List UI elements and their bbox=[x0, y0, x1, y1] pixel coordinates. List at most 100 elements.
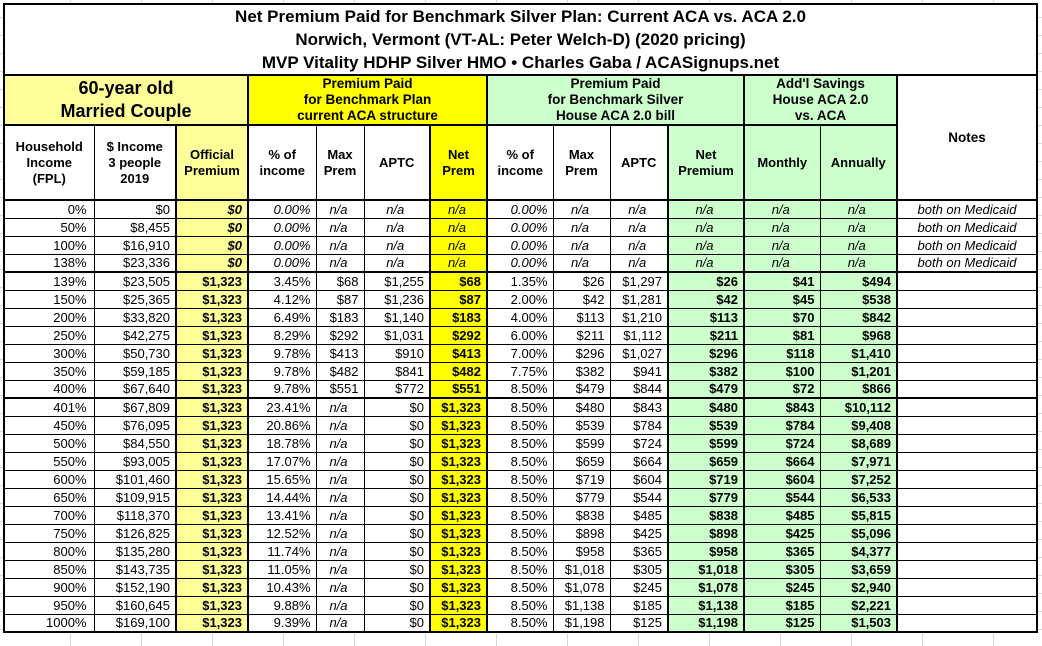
cell-aca2-net-premium: n/a bbox=[667, 217, 745, 237]
cell-savings-monthly: $45 bbox=[743, 289, 821, 309]
cell-aca2-pct-of-income: 1.35% bbox=[486, 271, 554, 291]
cell-aca2-max-prem: $719 bbox=[552, 469, 611, 489]
cell-income: $101,460 bbox=[93, 469, 177, 489]
cell-aca-net-prem: $551 bbox=[429, 379, 488, 399]
cell-aca-net-prem: $1,323 bbox=[429, 577, 488, 597]
cell-aca-max-prem: n/a bbox=[315, 451, 365, 471]
cell-income: $126,825 bbox=[93, 523, 177, 543]
cell-aca2-net-premium: $479 bbox=[667, 379, 745, 399]
cell-savings-monthly: n/a bbox=[743, 235, 821, 255]
cell-notes bbox=[896, 433, 1038, 453]
cell-fpl-percent: 138% bbox=[3, 253, 95, 273]
cell-savings-monthly: n/a bbox=[743, 253, 821, 273]
group-header-demographic: 60-year old Married Couple bbox=[3, 74, 249, 126]
cell-income: $23,505 bbox=[93, 271, 177, 291]
cell-savings-monthly: $72 bbox=[743, 379, 821, 399]
cell-income: $118,370 bbox=[93, 505, 177, 525]
cell-aca2-max-prem: $480 bbox=[552, 397, 611, 417]
cell-aca2-pct-of-income: 8.50% bbox=[486, 487, 554, 507]
cell-aca2-max-prem: $958 bbox=[552, 541, 611, 561]
cell-aca2-pct-of-income: 0.00% bbox=[486, 199, 554, 219]
cell-aca-pct-of-income: 0.00% bbox=[247, 199, 317, 219]
cell-aca2-aptc: $365 bbox=[609, 541, 669, 561]
table-row: 550% $93,005 $1,323 17.07% n/a $0 $1,323 8.50% $… bbox=[3, 451, 1038, 471]
cell-aca-aptc: $0 bbox=[363, 541, 431, 561]
cell-aca-aptc: $1,255 bbox=[363, 271, 431, 291]
cell-aca2-net-premium: $1,198 bbox=[667, 613, 745, 633]
cell-aca2-max-prem: $539 bbox=[552, 415, 611, 435]
cell-notes bbox=[896, 595, 1038, 615]
cell-aca-max-prem: n/a bbox=[315, 505, 365, 525]
cell-aca-max-prem: n/a bbox=[315, 541, 365, 561]
cell-savings-annually: $3,659 bbox=[819, 559, 898, 579]
cell-aca-aptc: $0 bbox=[363, 613, 431, 633]
cell-aca-max-prem: n/a bbox=[315, 595, 365, 615]
cell-aca-max-prem: n/a bbox=[315, 217, 365, 237]
cell-aca-pct-of-income: 23.41% bbox=[247, 397, 317, 417]
cell-aca2-max-prem: n/a bbox=[552, 199, 611, 219]
cell-aca-pct-of-income: 4.12% bbox=[247, 289, 317, 309]
cell-aca2-pct-of-income: 8.50% bbox=[486, 613, 554, 633]
cell-savings-annually: $866 bbox=[819, 379, 898, 399]
cell-aca2-net-premium: $958 bbox=[667, 541, 745, 561]
cell-income: $109,915 bbox=[93, 487, 177, 507]
cell-aca-net-prem: $1,323 bbox=[429, 559, 488, 579]
cell-aca-aptc: $0 bbox=[363, 487, 431, 507]
table-row: 600% $101,460 $1,323 15.65% n/a $0 $1,323 8.50%… bbox=[3, 469, 1038, 489]
column-header-row: Household Income (FPL) $ Income 3 people… bbox=[3, 124, 1037, 201]
table-row: 750% $126,825 $1,323 12.52% n/a $0 $1,323 8.50%… bbox=[3, 523, 1038, 543]
cell-notes bbox=[896, 361, 1038, 381]
cell-aca-net-prem: $1,323 bbox=[429, 433, 488, 453]
cell-aca-max-prem: n/a bbox=[315, 613, 365, 633]
cell-notes bbox=[896, 487, 1038, 507]
cell-aca-max-prem: n/a bbox=[315, 433, 365, 453]
cell-notes: both on Medicaid bbox=[896, 217, 1038, 237]
cell-notes bbox=[896, 271, 1038, 291]
column-header-aca2-max-prem: Max Prem bbox=[552, 124, 611, 201]
cell-aca2-net-premium: $211 bbox=[667, 325, 745, 345]
cell-aca2-net-premium: $113 bbox=[667, 307, 745, 327]
cell-aca2-net-premium: $659 bbox=[667, 451, 745, 471]
cell-aca-pct-of-income: 10.43% bbox=[247, 577, 317, 597]
cell-aca-net-prem: $1,323 bbox=[429, 541, 488, 561]
table-row: 1000% $169,100 $1,323 9.39% n/a $0 $1,323 8.50%… bbox=[3, 613, 1038, 633]
cell-aca-net-prem: $1,323 bbox=[429, 469, 488, 489]
cell-aca2-max-prem: $898 bbox=[552, 523, 611, 543]
cell-aca-aptc: $1,236 bbox=[363, 289, 431, 309]
cell-aca2-pct-of-income: 8.50% bbox=[486, 577, 554, 597]
table-row: 138% $23,336 $0 0.00% n/a n/a n/a 0.00% n/a n/a n/… bbox=[3, 253, 1038, 273]
cell-savings-monthly: $784 bbox=[743, 415, 821, 435]
cell-aca-max-prem: n/a bbox=[315, 559, 365, 579]
cell-aca2-pct-of-income: 7.00% bbox=[486, 343, 554, 363]
cell-aca2-aptc: $1,112 bbox=[609, 325, 669, 345]
cell-notes bbox=[896, 397, 1038, 417]
cell-aca-aptc: n/a bbox=[363, 217, 431, 237]
cell-fpl-percent: 750% bbox=[3, 523, 95, 543]
cell-savings-annually: $538 bbox=[819, 289, 898, 309]
cell-aca-pct-of-income: 9.78% bbox=[247, 361, 317, 381]
cell-savings-monthly: $81 bbox=[743, 325, 821, 345]
cell-aca-net-prem: $183 bbox=[429, 307, 488, 327]
cell-aca2-pct-of-income: 8.50% bbox=[486, 523, 554, 543]
cell-income: $152,190 bbox=[93, 577, 177, 597]
cell-aca-aptc: $910 bbox=[363, 343, 431, 363]
cell-aca2-max-prem: $1,138 bbox=[552, 595, 611, 615]
cell-fpl-percent: 700% bbox=[3, 505, 95, 525]
cell-savings-annually: $494 bbox=[819, 271, 898, 291]
cell-aca-aptc: $0 bbox=[363, 523, 431, 543]
cell-aca-aptc: $0 bbox=[363, 505, 431, 525]
cell-aca2-aptc: n/a bbox=[609, 199, 669, 219]
cell-notes bbox=[896, 379, 1038, 399]
cell-fpl-percent: 100% bbox=[3, 235, 95, 255]
cell-official-premium: $1,323 bbox=[175, 397, 249, 417]
cell-savings-monthly: $544 bbox=[743, 487, 821, 507]
table-row: 950% $160,645 $1,323 9.88% n/a $0 $1,323 8.50% $… bbox=[3, 595, 1038, 615]
cell-notes bbox=[896, 613, 1038, 633]
cell-notes bbox=[896, 325, 1038, 345]
table-row: 250% $42,275 $1,323 8.29% $292 $1,031 $292 6.00… bbox=[3, 325, 1038, 345]
cell-aca2-max-prem: $1,198 bbox=[552, 613, 611, 633]
cell-fpl-percent: 600% bbox=[3, 469, 95, 489]
cell-aca-max-prem: $482 bbox=[315, 361, 365, 381]
cell-official-premium: $0 bbox=[175, 217, 249, 237]
cell-aca-aptc: $0 bbox=[363, 577, 431, 597]
